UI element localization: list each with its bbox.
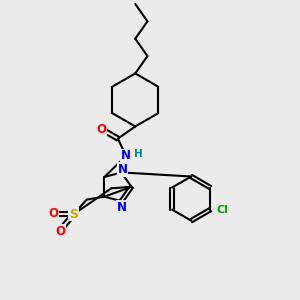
Text: O: O xyxy=(96,123,106,136)
Text: N: N xyxy=(118,163,128,176)
Text: N: N xyxy=(121,149,131,162)
Text: S: S xyxy=(69,208,78,221)
Text: Cl: Cl xyxy=(216,205,228,214)
Text: H: H xyxy=(134,149,143,159)
Text: O: O xyxy=(56,225,66,238)
Text: O: O xyxy=(49,207,59,220)
Text: N: N xyxy=(116,201,126,214)
